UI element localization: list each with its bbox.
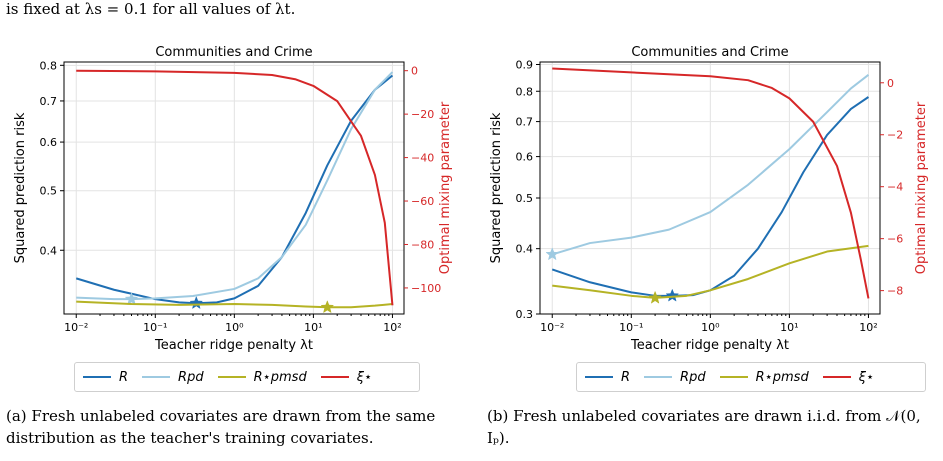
series-line-rpmsd [552,244,869,299]
series-line-rpd [551,74,870,256]
y-tick-label: 0.4 [516,243,534,256]
y-tick-label: 0.3 [516,308,534,321]
y2-tick-label: −100 [411,282,441,295]
series-line-rpmsd [76,300,393,309]
legend-label-rpd: Rpd [680,369,706,385]
series-marker-rpd [545,247,560,261]
legend-label-xi: ξ⋆ [356,369,373,385]
series-marker-r [189,296,204,310]
x-tick-label: 10¹ [304,321,322,334]
y-tick-label: 0.5 [40,185,58,198]
y-tick-label: 0.9 [516,59,534,72]
legend-label-rpd: Rpd [178,369,204,385]
y2-tick-label: −80 [411,238,434,251]
series-line-xi [552,67,870,299]
x-tick-label: 10² [383,321,401,334]
y-axis-label: Squared prediction risk [489,112,504,263]
x-tick-label: 10⁻¹ [619,321,643,334]
x-tick-label: 10⁻¹ [143,321,167,334]
legend-a: R Rpd R⋆pmsd ξ⋆ [74,362,420,392]
y-tick-label: 0.4 [40,244,58,257]
x-axis-label: Teacher ridge penalty λt [630,338,789,353]
y2-tick-label: −40 [411,152,434,165]
y2-tick-label: −20 [411,108,434,121]
y-tick-label: 0.6 [516,151,534,164]
legend-item-rpd: Rpd [142,370,204,385]
chart-title: Communities and Crime [631,45,788,60]
x-tick-label: 10⁰ [225,321,244,334]
y2-tick-label: −4 [887,181,903,194]
legend-b: R Rpd R⋆pmsd ξ⋆ [576,362,926,392]
legend-label-xi: ξ⋆ [858,369,875,385]
legend-label-rpmsd: R⋆pmsd [253,369,307,385]
chart-panel-a: 10⁻² 10⁻¹ 10⁰ 10¹ 10² 0.4 0.5 0.6 0.7 0.8 0 −20 −40 −… [4,36,464,382]
y-axis-label: Squared prediction risk [13,112,28,263]
legend-item-xi: ξ⋆ [320,369,373,385]
chart-a: 10⁻² 10⁻¹ 10⁰ 10¹ 10² 0.4 0.5 0.6 0.7 0.8 0 −20 −40 −… [13,45,453,353]
legend-swatch-xi [822,376,851,378]
legend-item-r: R [585,370,630,385]
chart-panel-b: 10⁻² 10⁻¹ 10⁰ 10¹ 10² 0.3 0.4 0.5 0.6 0.7 0.8 0.9 0 −… [480,36,940,382]
x-tick-label: 10⁻² [540,321,564,334]
y2-tick-label: −8 [887,285,903,298]
legend-item-r: R [83,370,128,385]
legend-swatch-rpmsd [719,376,748,378]
y-tick-label: 0.8 [516,85,534,98]
context-text: is fixed at λs = 0.1 for all values of λ… [6,0,296,18]
y-tick-label: 0.7 [516,116,534,129]
chart-b: 10⁻² 10⁻¹ 10⁰ 10¹ 10² 0.3 0.4 0.5 0.6 0.7 0.8 0.9 0 −… [489,45,929,353]
series-marker-rpd [124,291,139,305]
x-tick-label: 10² [859,321,877,334]
legend-swatch-xi [320,376,349,378]
y2-axis-label: Optimal mixing parameter [438,101,453,274]
series-line-xi [76,69,394,306]
series-marker-rpmsd [648,290,662,304]
legend-swatch-rpd [142,376,171,378]
x-tick-label: 10⁰ [701,321,720,334]
series-marker-rpmsd [320,300,335,314]
legend-label-rpmsd: R⋆pmsd [755,369,809,385]
legend-swatch-r [585,376,613,378]
x-tick-label: 10¹ [780,321,798,334]
legend-swatch-rpd [644,376,673,378]
caption-b: (b) Fresh unlabeled covariates are drawn… [487,407,921,447]
x-tick-label: 10⁻² [64,321,88,334]
series-line-r [75,74,394,305]
caption-a: (a) Fresh unlabeled covariates are drawn… [6,407,436,447]
legend-item-xi: ξ⋆ [822,369,875,385]
y2-tick-label: −60 [411,195,434,208]
legend-item-rpmsd: R⋆pmsd [719,369,809,385]
legend-item-rpd: Rpd [644,370,706,385]
y2-tick-label: −2 [887,129,903,142]
legend-swatch-r [83,376,111,378]
series-marker-r [665,288,680,302]
y2-tick-label: −6 [887,233,903,246]
y2-tick-label: 0 [887,77,894,90]
legend-label-r: R [621,369,631,385]
legend-label-r: R [119,369,129,385]
legend-item-rpmsd: R⋆pmsd [217,369,307,385]
y2-tick-label: 0 [411,65,418,78]
chart-title: Communities and Crime [155,45,312,60]
y2-axis-label: Optimal mixing parameter [914,101,929,274]
y-tick-label: 0.5 [516,192,534,205]
legend-swatch-rpmsd [217,376,246,378]
y-tick-label: 0.8 [40,59,58,72]
y-tick-label: 0.6 [40,136,58,149]
y-tick-label: 0.7 [40,95,58,108]
x-axis-label: Teacher ridge penalty λt [154,338,313,353]
